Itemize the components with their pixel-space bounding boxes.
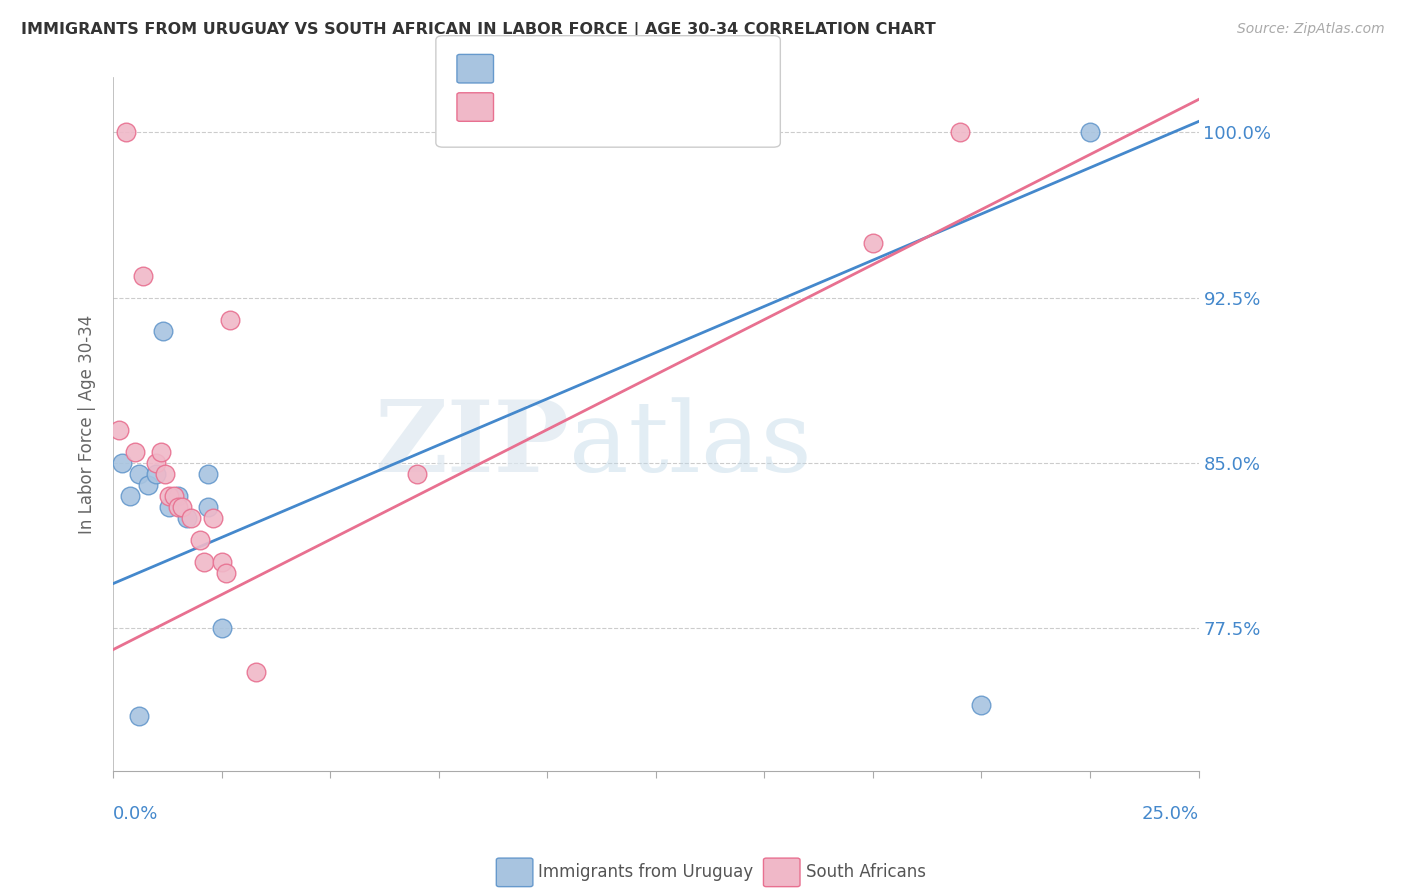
Text: ZIP: ZIP — [374, 396, 569, 493]
Point — [157, 489, 180, 503]
Point — [406, 467, 429, 481]
Point — [188, 533, 211, 547]
Point — [197, 500, 219, 514]
Point — [211, 621, 233, 635]
Point — [215, 566, 238, 580]
Point — [157, 500, 180, 514]
Point — [128, 467, 150, 481]
Point — [120, 489, 142, 503]
Point — [163, 489, 186, 503]
Text: 0.0%: 0.0% — [112, 805, 159, 823]
Text: South Africans: South Africans — [806, 863, 925, 881]
Point — [153, 467, 176, 481]
Y-axis label: In Labor Force | Age 30-34: In Labor Force | Age 30-34 — [79, 315, 96, 533]
Text: IMMIGRANTS FROM URUGUAY VS SOUTH AFRICAN IN LABOR FORCE | AGE 30-34 CORRELATION : IMMIGRANTS FROM URUGUAY VS SOUTH AFRICAN… — [21, 22, 936, 38]
Point — [949, 126, 972, 140]
Text: R = 0.692: R = 0.692 — [502, 60, 593, 78]
Point — [862, 235, 884, 250]
Point — [193, 555, 215, 569]
Point — [145, 456, 167, 470]
Point — [176, 510, 198, 524]
Text: atlas: atlas — [569, 397, 811, 492]
Point — [201, 510, 224, 524]
Text: Source: ZipAtlas.com: Source: ZipAtlas.com — [1237, 22, 1385, 37]
Point — [132, 268, 155, 283]
Text: 25.0%: 25.0% — [1142, 805, 1199, 823]
Text: N = 22: N = 22 — [607, 98, 669, 116]
Point — [111, 456, 134, 470]
Text: N = 15: N = 15 — [607, 60, 669, 78]
Point — [180, 510, 202, 524]
Point — [124, 444, 146, 458]
Point — [145, 467, 167, 481]
Point — [211, 555, 233, 569]
Point — [197, 467, 219, 481]
Point — [128, 708, 150, 723]
Point — [172, 500, 194, 514]
Point — [149, 444, 172, 458]
Point — [167, 489, 190, 503]
Point — [108, 423, 131, 437]
Point — [970, 698, 993, 712]
Point — [245, 665, 267, 679]
Point — [115, 126, 138, 140]
Point — [219, 312, 242, 326]
Point — [152, 324, 174, 338]
Point — [136, 477, 159, 491]
Text: Immigrants from Uruguay: Immigrants from Uruguay — [538, 863, 754, 881]
Point — [167, 500, 190, 514]
Point — [1078, 126, 1101, 140]
Text: R = 0.542: R = 0.542 — [502, 98, 593, 116]
